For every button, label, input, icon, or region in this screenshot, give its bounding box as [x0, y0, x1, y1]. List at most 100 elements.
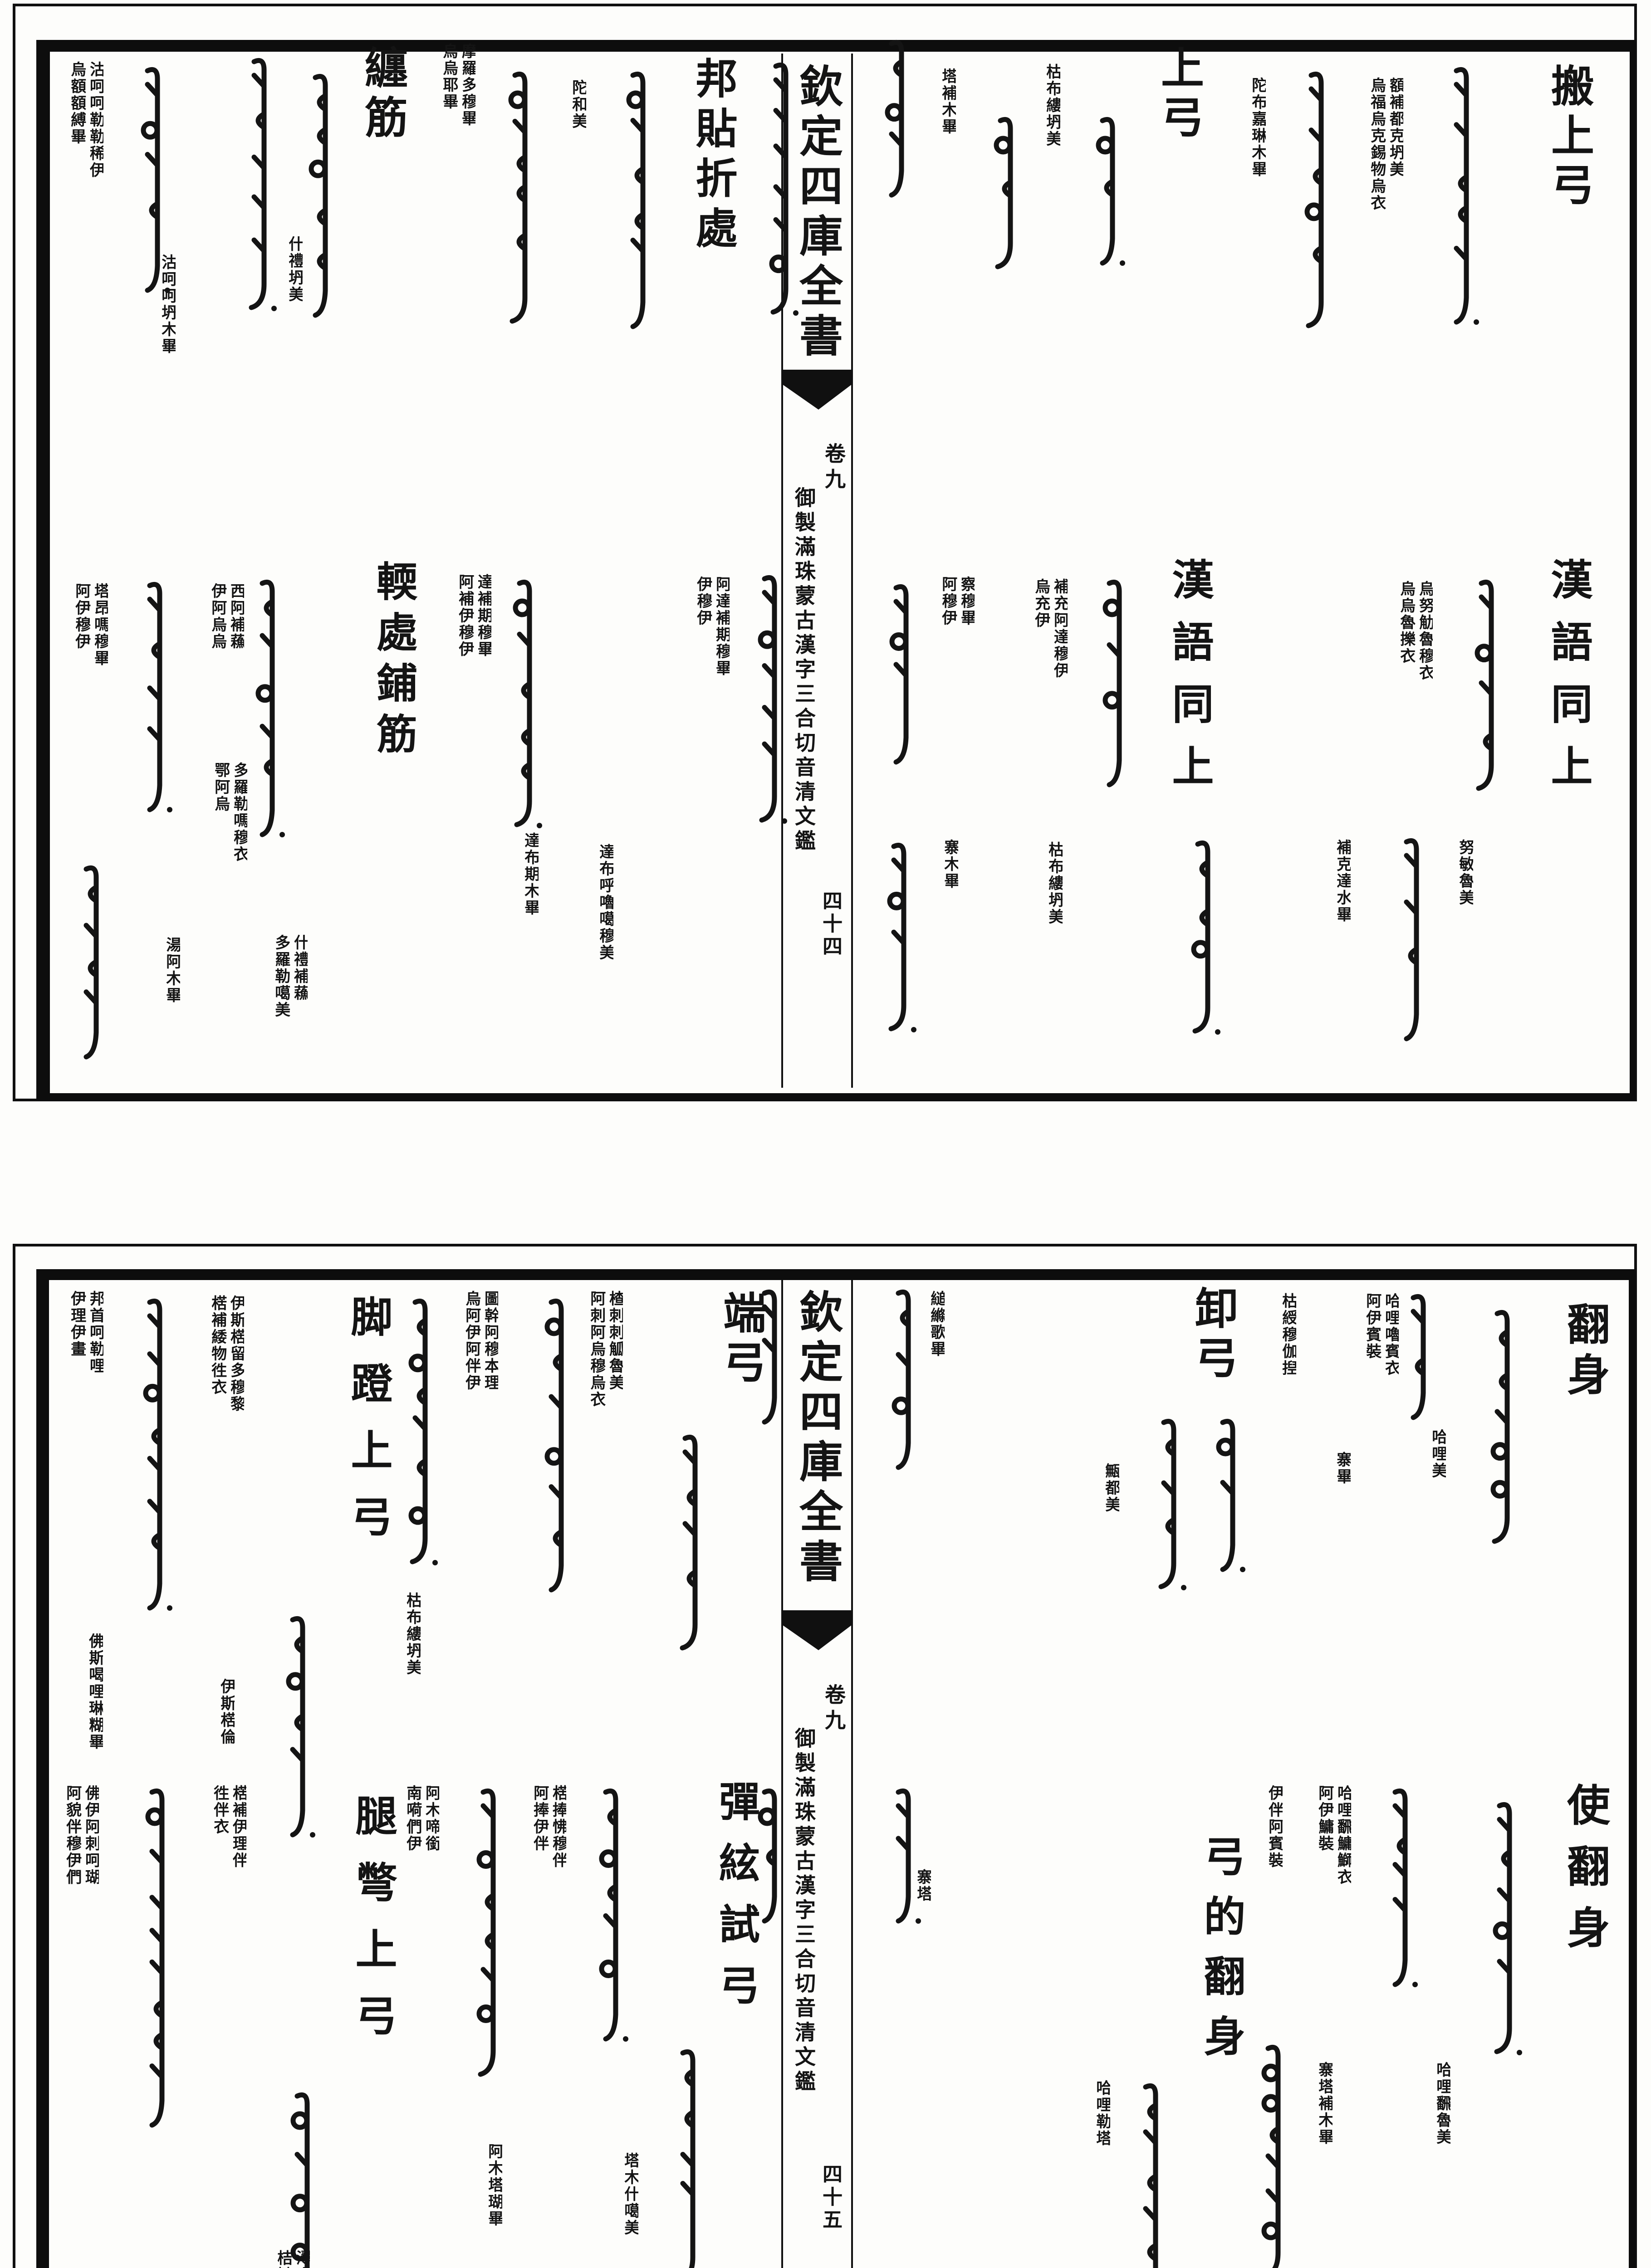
- manchu-script-column: [136, 578, 177, 814]
- manchu-script-column: [592, 1785, 633, 2043]
- chinese-gloss-column: 甒都美: [1100, 1463, 1119, 1585]
- gloss-text: 楛補緌物徃衣: [209, 1295, 226, 1396]
- gloss-text: 烏福烏克錫物烏衣: [1368, 77, 1385, 211]
- chinese-gloss-column: 阿達補期穆畢 伊穆伊: [692, 576, 730, 780]
- chinese-gloss-column: 伊斯楛倫: [216, 1678, 235, 1833]
- spine-column-upper: 欽定四庫全書 卷九 御製滿珠蒙古漢字三合切音清文鑑 四十四: [781, 54, 853, 1088]
- hanzi-headword-column: 卸弓: [1189, 1286, 1237, 1385]
- manchu-script-column: [538, 1295, 578, 1594]
- mongol-script-column: [1298, 68, 1338, 331]
- fishtail-mark: [783, 370, 851, 410]
- gloss-text: 伊阿烏烏: [209, 583, 226, 650]
- spine-volume-label: 卷九: [822, 443, 845, 494]
- chinese-gloss-column: 伊伴阿賓裝: [1264, 1785, 1283, 1962]
- gloss-text: 寨畢: [1334, 1452, 1351, 1485]
- hanzi-headword-column: 纏筋: [358, 45, 407, 144]
- manchu-script-column: [284, 2089, 324, 2268]
- manchu-script-column: [1393, 835, 1434, 1043]
- gloss-text: 阿貌伴穆伊們: [64, 1785, 81, 1886]
- chinese-gloss-column: 湯阿木畢: [161, 937, 180, 1077]
- gloss-text: 達補期穆畢: [475, 574, 492, 658]
- mongol-script-column: [470, 1785, 510, 2080]
- gloss-text: 寨塔補木畢: [1316, 2062, 1333, 2146]
- chinese-gloss-column: 楛捧怫穆伴 阿捧伊伴: [529, 1785, 567, 2007]
- chinese-gloss-column: 寨木畢: [939, 839, 958, 957]
- chinese-gloss-column: 沽呵呵勒勒稀伊 烏額額縛畢: [66, 61, 104, 311]
- page-upper-inner-frame: [36, 40, 1635, 1100]
- chinese-gloss-column: 什禮補蘓 多羅勒噶美: [270, 934, 308, 1129]
- chinese-gloss-column: 枯布縷坍美: [402, 1592, 421, 1760]
- hanzi-headword-column: 翻身: [1561, 1302, 1609, 1403]
- hanzi-headword-column: 腿彆上弓: [349, 1794, 396, 2061]
- chinese-gloss-column: 努敏魯美: [1454, 839, 1473, 980]
- mongol-script-column: [880, 839, 921, 1034]
- chinese-gloss-column: 塔木什噶美: [619, 2152, 638, 2268]
- manchu-script-column: [1443, 64, 1484, 327]
- gloss-text: 伊穆伊: [694, 576, 711, 626]
- gloss-text: 阿達補期穆畢: [713, 576, 730, 677]
- hanzi-headword-column: 漢語同上: [1166, 558, 1212, 807]
- manchu-script-column: [134, 64, 175, 295]
- chinese-gloss-column: 哈哩嚕賓衣 阿伊賓裝: [1361, 1293, 1399, 1433]
- gloss-text: 佛伊阿刺呵瑚: [83, 1785, 99, 1886]
- manchu-script-column: [1096, 576, 1137, 789]
- gloss-text: 補克達水畢: [1334, 839, 1351, 923]
- spine-library-title: 欽定四庫全書: [793, 64, 842, 363]
- mongol-script-column: [1468, 576, 1509, 794]
- manchu-script-column: [249, 576, 289, 839]
- chinese-gloss-column: 多羅勒嗎穆衣 鄂阿烏: [210, 762, 248, 948]
- mongol-script-column: [751, 572, 792, 826]
- fishtail-mark: [783, 1610, 851, 1650]
- gloss-text: 達布期木畢: [522, 832, 539, 916]
- manchu-script-column: [1132, 2080, 1173, 2268]
- gloss-text: 阿穆伊: [939, 576, 956, 626]
- gloss-text: 伊斯楛留多穆黎: [228, 1295, 245, 1413]
- chinese-gloss-column: 阿木塔瑚畢: [483, 2143, 502, 2268]
- gloss-text: 阿伊穆伊: [73, 583, 90, 650]
- gloss-text: 枯布縷坍美: [1046, 841, 1063, 925]
- gloss-text: 楛補伊理伴: [230, 1785, 247, 1869]
- gloss-text: 陀和美: [569, 79, 586, 130]
- chinese-gloss-column: 達補期穆畢 阿補伊穆伊: [454, 574, 492, 760]
- gloss-text: 烏努觔魯穆衣: [1416, 581, 1433, 681]
- page-lower-outer-frame: [13, 1244, 1637, 2268]
- chinese-gloss-column: 補充阿達穆伊 烏充伊: [1030, 578, 1068, 764]
- gloss-text: 阿捧伊伴: [531, 1785, 548, 1852]
- chinese-gloss-column: 哈哩飜鱅鰤衣 阿伊鱅裝: [1313, 1785, 1352, 2007]
- chinese-gloss-column: 哈哩勒塔: [1091, 2080, 1110, 2239]
- gloss-text: 縋縧歌畢: [928, 1290, 945, 1358]
- gloss-text: 什禮坍美: [286, 236, 303, 303]
- manchu-script-column: [1209, 1415, 1250, 1574]
- chinese-gloss-column: 額補都克坍美 烏福烏克錫物烏衣: [1366, 77, 1404, 290]
- chinese-gloss-column: 達布呼嚕噶穆美: [594, 844, 613, 1043]
- gloss-text: 阿木塔瑚畢: [485, 2143, 502, 2227]
- hanzi-headword-column: 脚蹬上弓: [345, 1295, 391, 1562]
- gloss-text: 烏額額縛畢: [68, 61, 85, 145]
- chinese-gloss-column: 枯綬穆伽揑: [1277, 1293, 1296, 1474]
- mongol-script-column: [1484, 1306, 1524, 1547]
- manchu-script-column: [885, 1785, 926, 1926]
- gloss-text: 徃伴衣: [211, 1785, 228, 1835]
- gloss-text: 湯阿木畢: [163, 937, 180, 1004]
- gloss-text: 阿刺阿烏穆烏衣: [588, 1290, 605, 1408]
- gloss-text: 補充阿達穆伊: [1051, 578, 1068, 679]
- gloss-text: 哈哩美: [1429, 1429, 1446, 1479]
- gloss-text: 阿伊賓裝: [1363, 1293, 1381, 1360]
- gloss-text: 甒都美: [1102, 1463, 1119, 1513]
- manchu-script-column: [1089, 113, 1130, 268]
- gloss-text: 烏阿伊阿伴伊: [463, 1290, 480, 1391]
- mongol-script-column: [506, 576, 547, 830]
- gloss-text: 額補都克坍美: [1387, 77, 1404, 178]
- gloss-text: 邦首呵勒哩: [87, 1290, 104, 1374]
- chinese-gloss-column: 沽呵呵坍木畢: [157, 254, 176, 458]
- manchu-script-column: [751, 1785, 792, 1926]
- hanzi-headword-column: 搬上弓: [1545, 64, 1593, 212]
- mongol-script-column: [402, 1295, 442, 1567]
- manchu-script-column: [885, 1286, 926, 1472]
- chinese-gloss-column: 縋縧歌畢: [926, 1290, 945, 1431]
- hanzi-headword-column: 邦貼折處: [690, 57, 736, 256]
- page-lower-inner-frame: [36, 1269, 1635, 2268]
- chinese-gloss-column: 枯布縷坍美: [1041, 64, 1060, 213]
- gloss-text: 塔昂嗎穆畢: [92, 583, 108, 667]
